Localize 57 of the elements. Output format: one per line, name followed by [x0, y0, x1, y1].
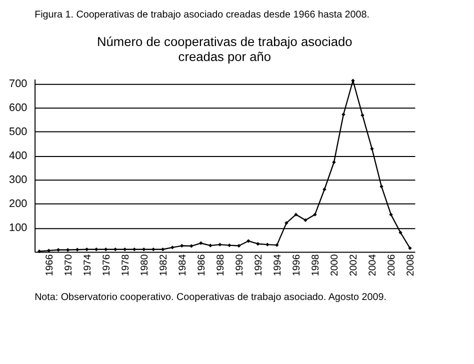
point	[37, 249, 42, 254]
point	[114, 248, 118, 252]
x-tick-label: 1976	[101, 254, 112, 276]
x-tick-label: 1990	[234, 254, 246, 276]
x-tick-label: 1982	[158, 254, 170, 276]
point	[104, 248, 108, 252]
point	[161, 248, 165, 252]
point	[56, 248, 60, 252]
point	[266, 242, 270, 246]
x-tick-label: 1966	[44, 254, 56, 276]
point	[75, 248, 80, 252]
x-tick-label: 2004	[367, 254, 378, 276]
point	[408, 246, 412, 250]
point	[142, 248, 146, 252]
x-tick-label: 1984	[177, 254, 188, 276]
point	[360, 113, 364, 118]
x-tick-label: 1970	[63, 254, 74, 276]
text: Nota: Observatorio cooperativo. Cooperativas de trabajo asociado. Agosto 2009.	[34, 292, 386, 304]
point	[152, 248, 156, 252]
y-tick-label: 700	[9, 78, 28, 90]
point	[237, 244, 241, 248]
y-tick-label: 200	[9, 198, 28, 210]
x-tick-label: 1974	[82, 254, 94, 276]
point	[322, 188, 326, 192]
x-tick-label: 2000	[329, 254, 340, 276]
x-tick-label: 1988	[215, 254, 226, 276]
x-tick-label: 1994	[272, 254, 284, 276]
point	[256, 242, 260, 246]
point	[132, 248, 136, 252]
y-tick-label: 600	[9, 102, 28, 114]
point	[228, 243, 232, 248]
x-tick-label: 1980	[139, 254, 150, 276]
y-tick-label: 400	[9, 150, 28, 162]
y-tick-label: 300	[9, 174, 28, 186]
point	[351, 78, 355, 82]
point	[170, 246, 174, 250]
point	[66, 248, 70, 252]
x-tick-label: 1998	[310, 254, 322, 276]
x-tick-label: 2006	[386, 254, 398, 276]
x-tick-label: 1978	[120, 254, 132, 276]
x-tick-label: 2008	[405, 254, 416, 276]
text: Figura 1. Cooperativas de trabajo asociado creadas desde 1966 hasta 2008.	[34, 10, 370, 21]
point	[370, 146, 374, 151]
x-tick-label: 1996	[291, 254, 302, 276]
point	[180, 244, 184, 248]
x-tick-label: 2002	[348, 254, 360, 276]
chart-title: Número de cooperativas de trabajo asociado creadas por año	[97, 34, 352, 64]
y-tick-label: 500	[9, 126, 28, 138]
point	[332, 160, 336, 164]
point	[123, 248, 127, 252]
point	[218, 242, 222, 246]
x-tick-label: 1992	[253, 254, 264, 276]
point	[46, 248, 51, 252]
x-tick-label: 1986	[196, 254, 208, 276]
y-tick-label: 100	[9, 222, 28, 234]
point	[84, 248, 89, 252]
point	[199, 241, 203, 245]
